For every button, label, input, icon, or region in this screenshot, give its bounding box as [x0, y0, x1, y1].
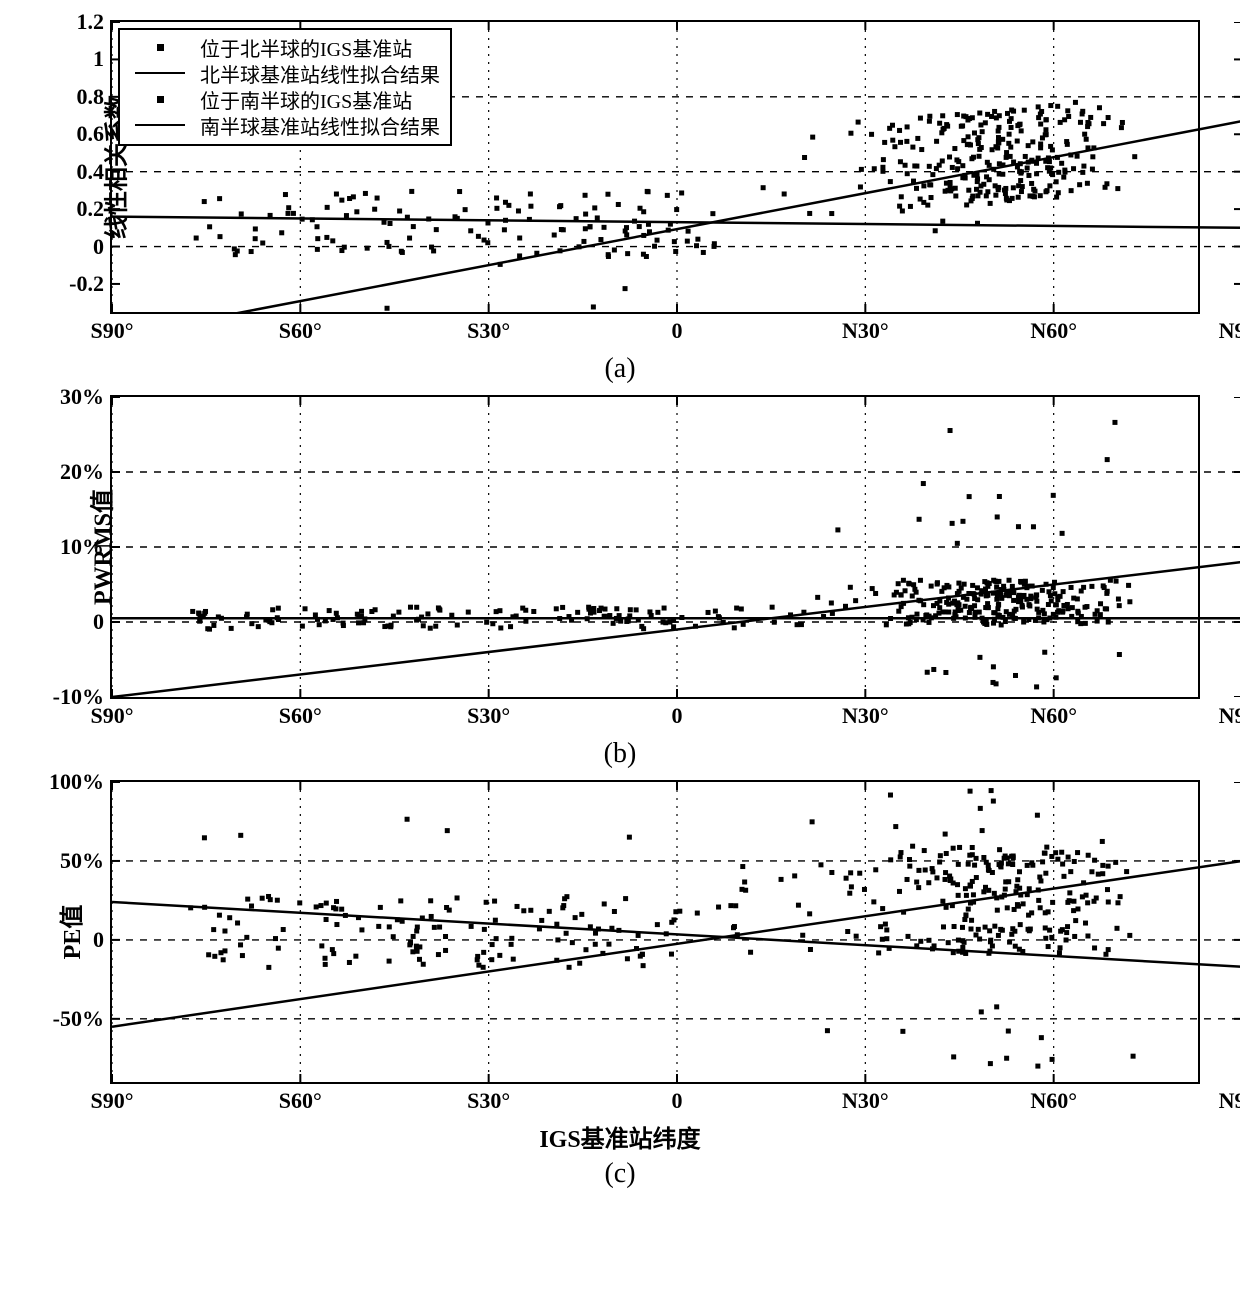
legend: 位于北半球的IGS基准站北半球基准站线性拟合结果位于南半球的IGS基准站南半球基…: [118, 28, 452, 146]
x-tick-label: N90°: [1219, 318, 1240, 344]
panel-label: (c): [20, 1158, 1220, 1190]
plot-svg: [112, 397, 1240, 697]
square-marker-icon: [130, 44, 190, 51]
x-tick-label: N60°: [1030, 1088, 1077, 1114]
y-tick-label: 30%: [60, 384, 104, 410]
x-tick-label: N90°: [1219, 703, 1240, 729]
panel-b: PWRMS值-10%010%20%30%S90°S60°S30°0N30°N60…: [20, 395, 1220, 770]
panel-a: 线性相关系数-0.200.20.40.60.811.2S90°S60°S30°0…: [20, 20, 1220, 385]
legend-item: 南半球基准站线性拟合结果: [130, 112, 440, 138]
x-tick-label: S30°: [467, 318, 510, 344]
x-tick-label: S90°: [90, 318, 133, 344]
x-tick-label: N30°: [842, 1088, 889, 1114]
line-icon: [130, 124, 190, 127]
y-tick-label: 0: [93, 609, 104, 635]
chart-box: PE值-50%050%100%S90°S60°S30°0N30°N60°N90°: [110, 780, 1200, 1084]
panel-c: PE值-50%050%100%S90°S60°S30°0N30°N60°N90°…: [20, 780, 1220, 1190]
y-tick-label: 10%: [60, 534, 104, 560]
y-tick-label: 0: [93, 234, 104, 260]
x-tick-label: N60°: [1030, 318, 1077, 344]
legend-text: 位于南半球的IGS基准站: [200, 85, 412, 114]
chart-box: 线性相关系数-0.200.20.40.60.811.2S90°S60°S30°0…: [110, 20, 1200, 314]
x-tick-label: 0: [672, 318, 683, 344]
x-tick-label: S60°: [279, 1088, 322, 1114]
y-tick-label: 0.2: [77, 196, 105, 222]
legend-item: 位于北半球的IGS基准站: [130, 34, 440, 60]
y-tick-label: 0.6: [77, 121, 105, 147]
x-tick-label: N60°: [1030, 703, 1077, 729]
y-tick-label: 100%: [49, 769, 104, 795]
legend-text: 南半球基准站线性拟合结果: [200, 111, 440, 140]
legend-text: 位于北半球的IGS基准站: [200, 33, 412, 62]
x-tick-label: S90°: [90, 703, 133, 729]
y-tick-label: 0.4: [77, 159, 105, 185]
y-tick-label: 1.2: [77, 9, 105, 35]
x-tick-label: S60°: [279, 318, 322, 344]
x-tick-label: S30°: [467, 1088, 510, 1114]
x-tick-label: S90°: [90, 1088, 133, 1114]
legend-item: 位于南半球的IGS基准站: [130, 86, 440, 112]
y-tick-label: 20%: [60, 459, 104, 485]
y-tick-label: 50%: [60, 848, 104, 874]
y-tick-label: 0.8: [77, 84, 105, 110]
x-tick-label: 0: [672, 703, 683, 729]
y-tick-label: 0: [93, 927, 104, 953]
x-tick-label: N30°: [842, 318, 889, 344]
x-axis-label: IGS基准站纬度: [20, 1119, 1220, 1154]
panel-label: (a): [20, 353, 1220, 385]
x-tick-label: N90°: [1219, 1088, 1240, 1114]
x-tick-label: 0: [672, 1088, 683, 1114]
plot-svg: [112, 782, 1240, 1082]
x-tick-label: N30°: [842, 703, 889, 729]
y-tick-label: 1: [93, 46, 104, 72]
legend-text: 北半球基准站线性拟合结果: [200, 59, 440, 88]
y-tick-label: -0.2: [69, 271, 104, 297]
panel-label: (b): [20, 738, 1220, 770]
x-tick-label: S30°: [467, 703, 510, 729]
x-tick-label: S60°: [279, 703, 322, 729]
y-axis-label: PE值: [52, 905, 87, 960]
line-icon: [130, 72, 190, 75]
square-marker-icon: [130, 96, 190, 103]
y-tick-label: -50%: [53, 1006, 104, 1032]
chart-box: PWRMS值-10%010%20%30%S90°S60°S30°0N30°N60…: [110, 395, 1200, 699]
legend-item: 北半球基准站线性拟合结果: [130, 60, 440, 86]
